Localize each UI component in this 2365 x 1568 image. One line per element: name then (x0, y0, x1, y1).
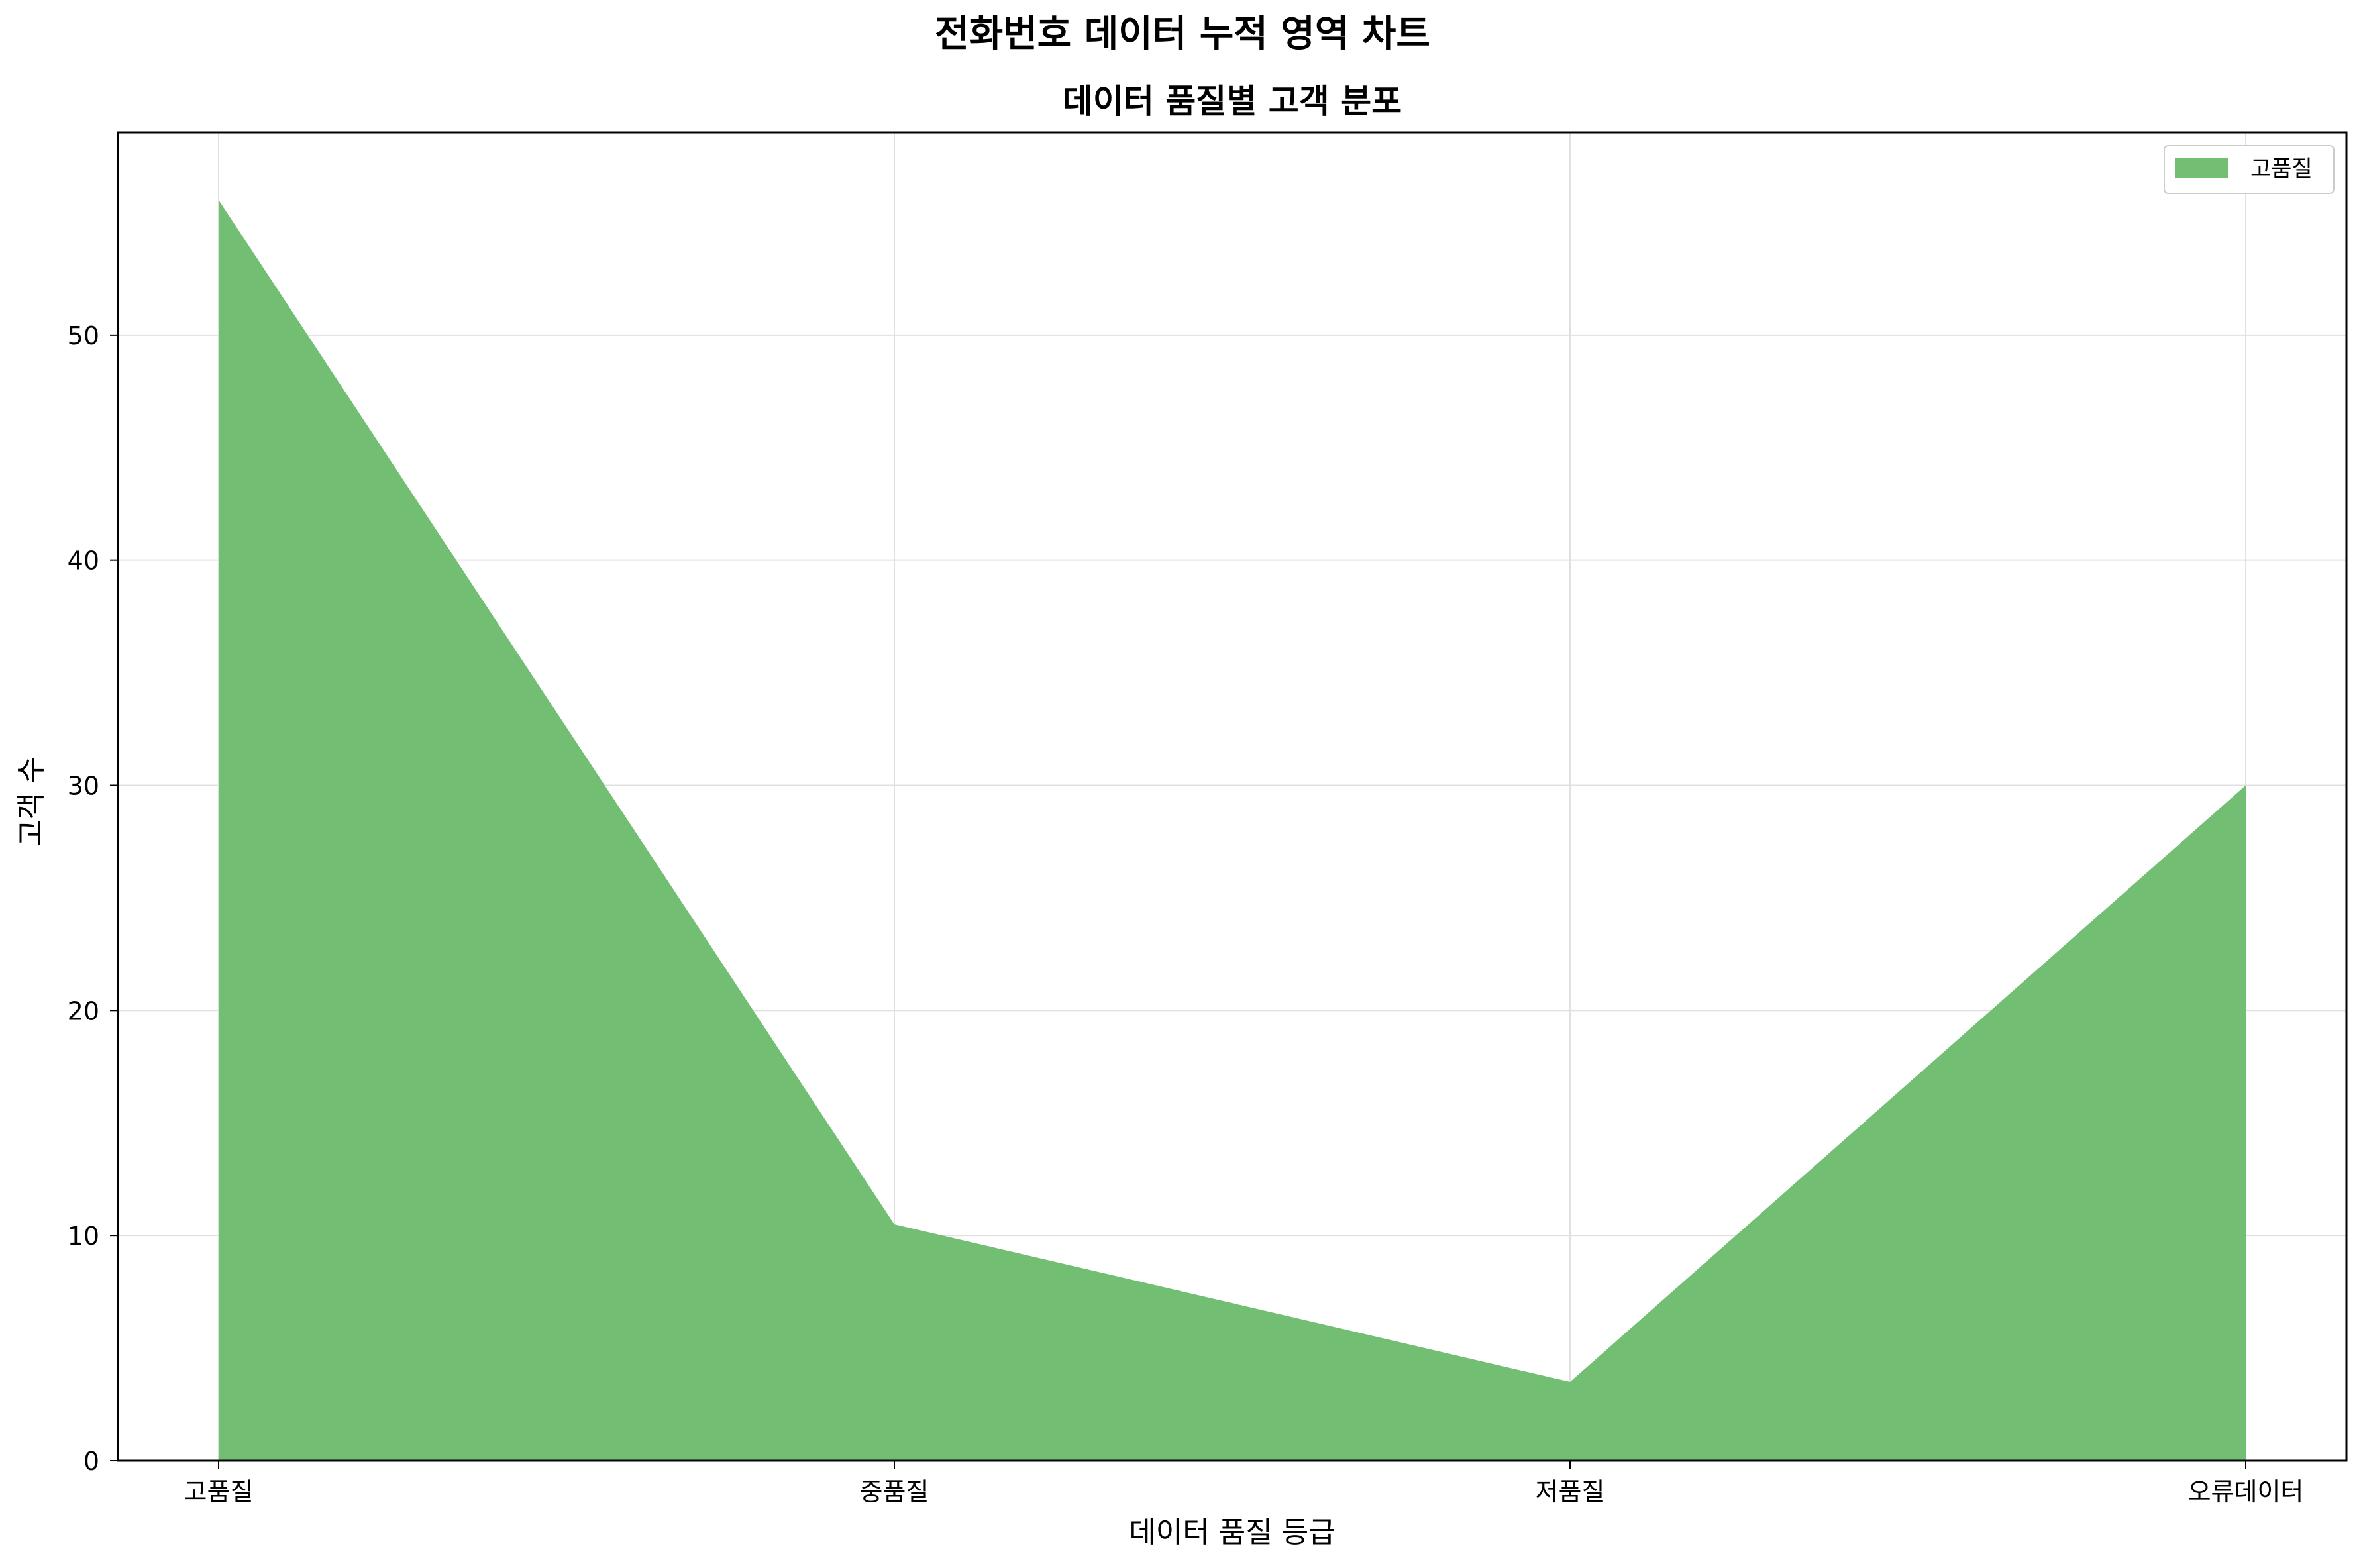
x-tick-label: 고품질 (184, 1477, 254, 1506)
y-axis-ticks: 0 10 20 30 40 50 (68, 321, 118, 1476)
legend-swatch (2175, 158, 2228, 178)
y-tick-label: 30 (68, 772, 99, 801)
y-tick-label: 0 (83, 1447, 99, 1476)
x-axis-ticks: 고품질 중품질 저품질 오류데이터 (184, 1461, 2304, 1506)
area-series (219, 199, 2246, 1461)
plot-frame (117, 131, 2348, 1462)
x-tick-label: 중품질 (860, 1477, 929, 1506)
y-axis-label: 고객 수 (15, 757, 48, 846)
chart-title: 전화번호 데이터 누적 영역 차트 (935, 13, 1430, 56)
x-tick-label: 저품질 (1536, 1477, 1605, 1506)
y-tick-label: 40 (68, 547, 99, 576)
x-axis-label: 데이터 품질 등급 (1129, 1516, 1335, 1549)
y-tick-label: 20 (68, 996, 99, 1025)
legend: 고품질 (2164, 145, 2335, 194)
x-tick-label: 오류데이터 (2188, 1477, 2304, 1506)
chart-subtitle: 데이터 품질별 고객 분포 (1063, 82, 1402, 121)
y-tick-label: 50 (68, 321, 99, 350)
area-layer (219, 199, 2246, 1461)
y-tick-label: 10 (68, 1222, 99, 1251)
legend-label: 고품질 (2250, 156, 2313, 182)
